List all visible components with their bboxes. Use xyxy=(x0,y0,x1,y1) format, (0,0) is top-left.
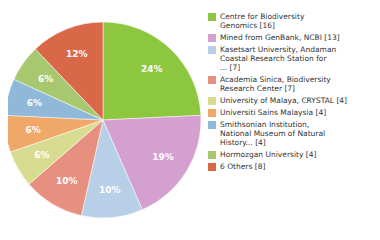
html-text:Mined from GenBank, NCBI [13]: Mined from GenBank, NCBI [13] xyxy=(220,33,340,42)
svg-text:6%: 6% xyxy=(38,74,53,84)
html-text:Hormozgan University [4]: Hormozgan University [4] xyxy=(220,150,317,159)
html-text:Centre for Biodiversity Genomi: Centre for Biodiversity Genomics [16] xyxy=(220,12,305,30)
html-text:University of Malaya, CRYSTAL: University of Malaya, CRYSTAL [4] xyxy=(220,96,347,105)
html-text:Smithsonian Institution, Natio: Smithsonian Institution, National Museum… xyxy=(220,120,326,147)
html-text:Universiti Sains Malaysia [4]: Universiti Sains Malaysia [4] xyxy=(220,108,327,117)
html-text:Academia Sinica, Biodiversity: Academia Sinica, Biodiversity Research C… xyxy=(220,75,331,93)
svg-text:10%: 10% xyxy=(56,176,78,186)
svg-text:12%: 12% xyxy=(66,49,88,59)
svg-text:6%: 6% xyxy=(26,125,41,135)
html-text:6 Others [8]: 6 Others [8] xyxy=(220,162,266,171)
svg-text:10%: 10% xyxy=(99,185,121,195)
svg-text:6%: 6% xyxy=(34,150,49,160)
svg-text:24%: 24% xyxy=(141,64,163,74)
svg-text:6%: 6% xyxy=(27,98,42,108)
html-text:Kasetsart University, Andaman: Kasetsart University, Andaman Coastal Re… xyxy=(220,45,337,72)
svg-text:19%: 19% xyxy=(152,152,174,162)
